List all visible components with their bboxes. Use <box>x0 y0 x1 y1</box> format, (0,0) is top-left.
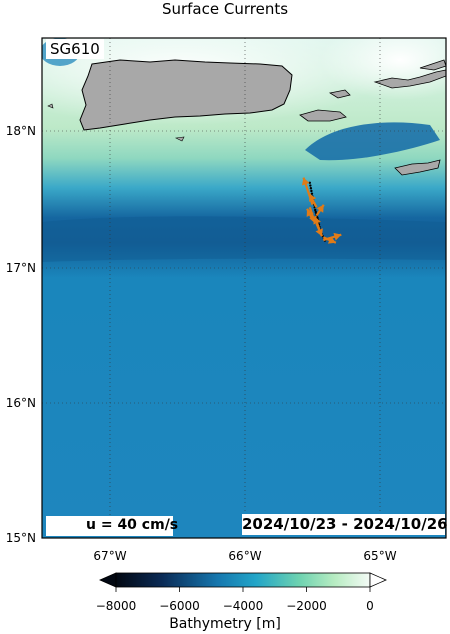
graticule <box>42 38 446 538</box>
current-vector-arrow <box>313 216 321 230</box>
colorbar-tick-label: −8000 <box>95 599 137 613</box>
lat-label-15: 15°N <box>5 531 36 545</box>
current-vector-arrow <box>322 236 337 244</box>
colorbar-tick-label: −6000 <box>159 599 200 613</box>
current-vector-arrow <box>306 208 314 221</box>
lat-label-16: 16°N <box>5 396 36 410</box>
vieques <box>299 109 347 122</box>
bathymetry-field <box>42 38 446 538</box>
virgin-islands-east <box>419 59 447 71</box>
track-point <box>309 187 313 190</box>
current-vector-arrow <box>322 232 342 242</box>
colorbar-title: Bathymetry [m] <box>169 616 281 632</box>
lat-label-18: 18°N <box>5 124 36 138</box>
colorbar-tick-label: −4000 <box>222 599 264 613</box>
glider-id-label: SG610 <box>46 39 104 59</box>
map-frame <box>41 37 447 539</box>
caja-de-muertos <box>174 136 185 142</box>
land-masses <box>47 59 447 176</box>
colorbar-tick-label: −2000 <box>286 599 327 613</box>
puerto-rico <box>79 59 293 131</box>
desecheo <box>47 103 54 109</box>
track-point <box>309 184 312 187</box>
current-vectors <box>301 177 342 244</box>
lat-label-17: 17°N <box>5 261 36 275</box>
lon-label-66: 66°W <box>228 549 262 563</box>
track-point <box>310 189 313 193</box>
current-vector-arrow <box>315 204 325 217</box>
current-vector-arrow <box>308 193 318 208</box>
st-croix <box>394 159 441 176</box>
track-point <box>314 208 317 212</box>
map-title: Surface Currents <box>161 0 289 18</box>
lon-label-65: 65°W <box>363 549 397 563</box>
track-point <box>310 192 314 195</box>
colorbar <box>99 572 387 592</box>
date-range-label: 2024/10/23 - 2024/10/26 <box>242 514 448 535</box>
scale-arrow-label: u = 40 cm/s <box>86 517 179 533</box>
scale-legend: u = 40 cm/s <box>46 516 178 536</box>
colorbar-tick-label: 0 <box>366 599 374 613</box>
culebra <box>328 89 351 99</box>
track-point <box>314 210 317 214</box>
track-point <box>308 181 311 184</box>
lon-label-67: 67°W <box>93 549 127 563</box>
